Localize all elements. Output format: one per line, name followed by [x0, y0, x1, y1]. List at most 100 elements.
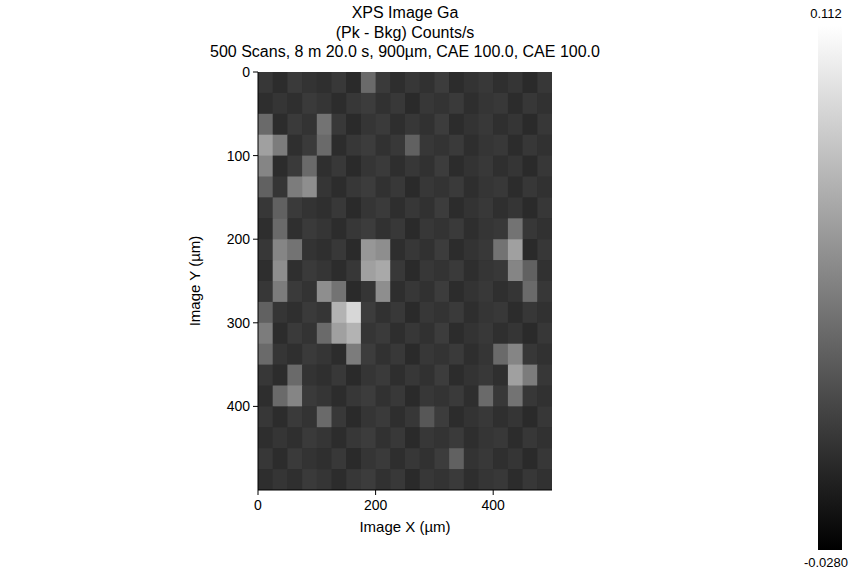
- chart: XPS Image Ga(Pk - Bkg) Counts/s500 Scans…: [0, 0, 863, 576]
- cell: [508, 239, 523, 260]
- cell: [464, 344, 479, 365]
- cell: [479, 114, 494, 135]
- cell: [302, 386, 317, 407]
- cell: [302, 323, 317, 344]
- cell: [479, 156, 494, 177]
- cell: [273, 239, 288, 260]
- cell: [390, 281, 405, 302]
- cell: [302, 197, 317, 218]
- cell: [523, 448, 538, 469]
- y-tick-label: 400: [227, 398, 251, 414]
- cell: [479, 469, 494, 490]
- cell: [258, 197, 273, 218]
- cell: [258, 365, 273, 386]
- cell: [420, 218, 435, 239]
- x-tick-label: 400: [482, 497, 506, 513]
- cell: [346, 135, 361, 156]
- cell: [302, 177, 317, 198]
- cell: [537, 281, 552, 302]
- cell: [493, 365, 508, 386]
- cell: [361, 114, 376, 135]
- cell: [420, 469, 435, 490]
- cell: [537, 323, 552, 344]
- cell: [376, 260, 391, 281]
- cell: [449, 260, 464, 281]
- cell: [390, 323, 405, 344]
- cell: [420, 260, 435, 281]
- cell: [302, 260, 317, 281]
- cell: [346, 281, 361, 302]
- cell: [420, 302, 435, 323]
- cell: [464, 302, 479, 323]
- cell: [523, 281, 538, 302]
- cell: [376, 365, 391, 386]
- cell: [273, 386, 288, 407]
- cell: [346, 469, 361, 490]
- cell: [449, 239, 464, 260]
- cell: [361, 260, 376, 281]
- cell: [508, 135, 523, 156]
- cell: [287, 365, 302, 386]
- cell: [420, 427, 435, 448]
- cell: [434, 218, 449, 239]
- cell: [346, 239, 361, 260]
- cell: [449, 323, 464, 344]
- cell: [420, 448, 435, 469]
- cell: [405, 302, 420, 323]
- cell: [258, 406, 273, 427]
- cell: [302, 72, 317, 93]
- cell: [464, 239, 479, 260]
- cell: [376, 218, 391, 239]
- cell: [479, 448, 494, 469]
- cell: [287, 344, 302, 365]
- cell: [464, 93, 479, 114]
- cell: [508, 448, 523, 469]
- cell: [405, 72, 420, 93]
- cell: [537, 386, 552, 407]
- cell: [537, 239, 552, 260]
- cell: [332, 281, 347, 302]
- cell: [390, 302, 405, 323]
- cell: [464, 469, 479, 490]
- cell: [537, 197, 552, 218]
- cell: [376, 448, 391, 469]
- cell: [346, 218, 361, 239]
- cell: [332, 218, 347, 239]
- cell: [390, 260, 405, 281]
- cell: [302, 344, 317, 365]
- cell: [464, 197, 479, 218]
- cell: [508, 197, 523, 218]
- cell: [273, 323, 288, 344]
- cell: [346, 260, 361, 281]
- cell: [258, 281, 273, 302]
- cell: [258, 239, 273, 260]
- y-tick: [253, 239, 258, 240]
- cell: [302, 93, 317, 114]
- cell: [317, 114, 332, 135]
- cell: [332, 177, 347, 198]
- cell: [361, 323, 376, 344]
- cell: [346, 365, 361, 386]
- cell: [317, 386, 332, 407]
- cell: [258, 177, 273, 198]
- cell: [317, 281, 332, 302]
- cell: [390, 135, 405, 156]
- cell: [479, 239, 494, 260]
- cell: [449, 197, 464, 218]
- cell: [287, 197, 302, 218]
- cell: [493, 427, 508, 448]
- cell: [537, 218, 552, 239]
- cell: [493, 114, 508, 135]
- cell: [361, 218, 376, 239]
- cell: [287, 448, 302, 469]
- cell: [346, 197, 361, 218]
- cell: [376, 197, 391, 218]
- cell: [287, 323, 302, 344]
- cell: [434, 93, 449, 114]
- cell: [376, 114, 391, 135]
- cell: [434, 114, 449, 135]
- cell: [537, 260, 552, 281]
- cell: [508, 406, 523, 427]
- cell: [479, 177, 494, 198]
- cell: [434, 135, 449, 156]
